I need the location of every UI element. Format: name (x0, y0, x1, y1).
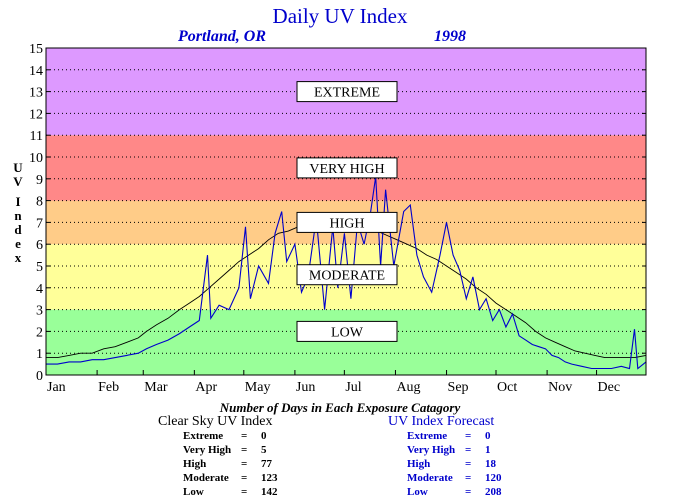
stats-value: 120 (485, 472, 502, 484)
stats-label: High (407, 458, 431, 470)
x-tick-label: Aug (396, 380, 420, 395)
chart-subtitle-location: Portland, OR (177, 28, 266, 45)
band-low (46, 309, 646, 375)
stats-label: Moderate (183, 472, 229, 484)
stats-value: 5 (261, 444, 267, 456)
stats-value: 208 (485, 486, 502, 498)
stats-equals: = (241, 486, 248, 498)
forecast-stats-title: UV Index Forecast (388, 414, 495, 429)
band-label-box-high (296, 211, 398, 233)
stats-value: 142 (261, 486, 278, 498)
stats-label: High (183, 458, 207, 470)
y-tick-label: 11 (30, 129, 43, 144)
stats-label: Moderate (407, 472, 453, 484)
stats-row: Moderate = 123 (183, 471, 278, 485)
stats-row: Extreme = 0 (183, 429, 278, 443)
band-label-box-low (296, 320, 398, 342)
y-tick-label: 4 (36, 282, 43, 297)
y-tick-label: 8 (36, 195, 43, 210)
clear-sky-stats-title: Clear Sky UV Index (158, 414, 273, 429)
y-tick-label: 7 (36, 216, 43, 231)
band-label-high: HIGH (330, 216, 365, 231)
stats-equals: = (465, 472, 472, 484)
y-tick-label: 14 (29, 64, 43, 79)
stats-value: 123 (261, 472, 278, 484)
band-labels: LOW MODERATE HIGH VERY HIGH EXTREME (296, 81, 398, 342)
stats-value: 0 (485, 430, 491, 442)
stats-label: Very High (407, 444, 456, 456)
stats-row: Low = 142 (183, 485, 278, 499)
stats-row: High = 77 (183, 457, 278, 471)
band-label-low: LOW (331, 325, 364, 340)
band-label-box-extreme (296, 81, 398, 103)
stats-equals: = (465, 444, 472, 456)
y-tick-label: 13 (29, 86, 43, 101)
y-tick-label: 3 (36, 304, 43, 319)
days-heading: Number of Days in Each Exposure Catagory (219, 400, 461, 415)
stats-row: Low = 208 (407, 485, 502, 499)
clear-sky-stats: Extreme = 0 Very High = 5 High = 77 Moderate = 123 L… (183, 429, 278, 499)
stats-value: 0 (261, 430, 267, 442)
plot-frame (45, 47, 647, 376)
x-axis-ticks: Jan Feb Mar Apr May Jun Jul Aug Sep Oct Nov Dec (45, 370, 621, 395)
stats-label: Very High (183, 444, 232, 456)
stats-equals: = (241, 430, 248, 442)
stats-row: High = 18 (407, 457, 502, 471)
stats-equals: = (465, 430, 472, 442)
band-label-box-very-high (296, 157, 398, 179)
stats-row: Moderate = 120 (407, 471, 502, 485)
y-tick-label: 5 (36, 260, 43, 275)
y-tick-label: 10 (29, 151, 43, 166)
stats-label: Low (407, 486, 428, 498)
x-tick-label: Mar (144, 380, 168, 395)
stats-equals: = (465, 486, 472, 498)
y-tick-label: 15 (29, 42, 43, 57)
stats-value: 77 (261, 458, 272, 470)
stats-equals: = (465, 458, 472, 470)
x-tick-label: Jun (296, 380, 315, 395)
chart-subtitle-year: 1998 (434, 28, 466, 45)
y-tick-label: 0 (36, 369, 43, 384)
x-tick-label: Jul (345, 380, 361, 395)
y-tick-label: 12 (29, 107, 43, 122)
stats-equals: = (241, 458, 248, 470)
y-tick-label: 6 (36, 238, 43, 253)
band-label-moderate: MODERATE (309, 269, 385, 284)
band-label-very-high: VERY HIGH (309, 162, 384, 177)
series-forecast-line (46, 176, 647, 370)
y-tick-label: 1 (36, 347, 43, 362)
stats-row: Extreme = 0 (407, 429, 502, 443)
chart-title: Daily UV Index (273, 4, 408, 28)
stats-label: Low (183, 486, 204, 498)
x-tick-label: Jan (47, 380, 66, 395)
x-tick-label: Oct (497, 380, 517, 395)
y-tick-label: 2 (36, 325, 43, 340)
stats-label: Extreme (407, 430, 448, 442)
stats-value: 18 (485, 458, 496, 470)
stats-equals: = (241, 444, 248, 456)
stats-value: 1 (485, 444, 491, 456)
y-tick-label: 9 (36, 173, 43, 188)
x-tick-label: Apr (195, 380, 217, 395)
stats-row: Very High = 1 (407, 443, 502, 457)
x-tick-label: Feb (98, 380, 119, 395)
forecast-stats: Extreme = 0 Very High = 1 High = 18 Moderate = 120 L… (407, 429, 502, 499)
band-label-box-moderate (296, 264, 398, 286)
stats-label: Extreme (183, 430, 224, 442)
band-label-extreme: EXTREME (314, 86, 380, 101)
stats-equals: = (241, 472, 248, 484)
x-tick-label: Nov (548, 380, 572, 395)
stats-row: Very High = 5 (183, 443, 278, 457)
x-tick-label: Dec (598, 380, 621, 395)
x-tick-label: May (245, 380, 271, 395)
x-tick-label: Sep (448, 380, 469, 395)
